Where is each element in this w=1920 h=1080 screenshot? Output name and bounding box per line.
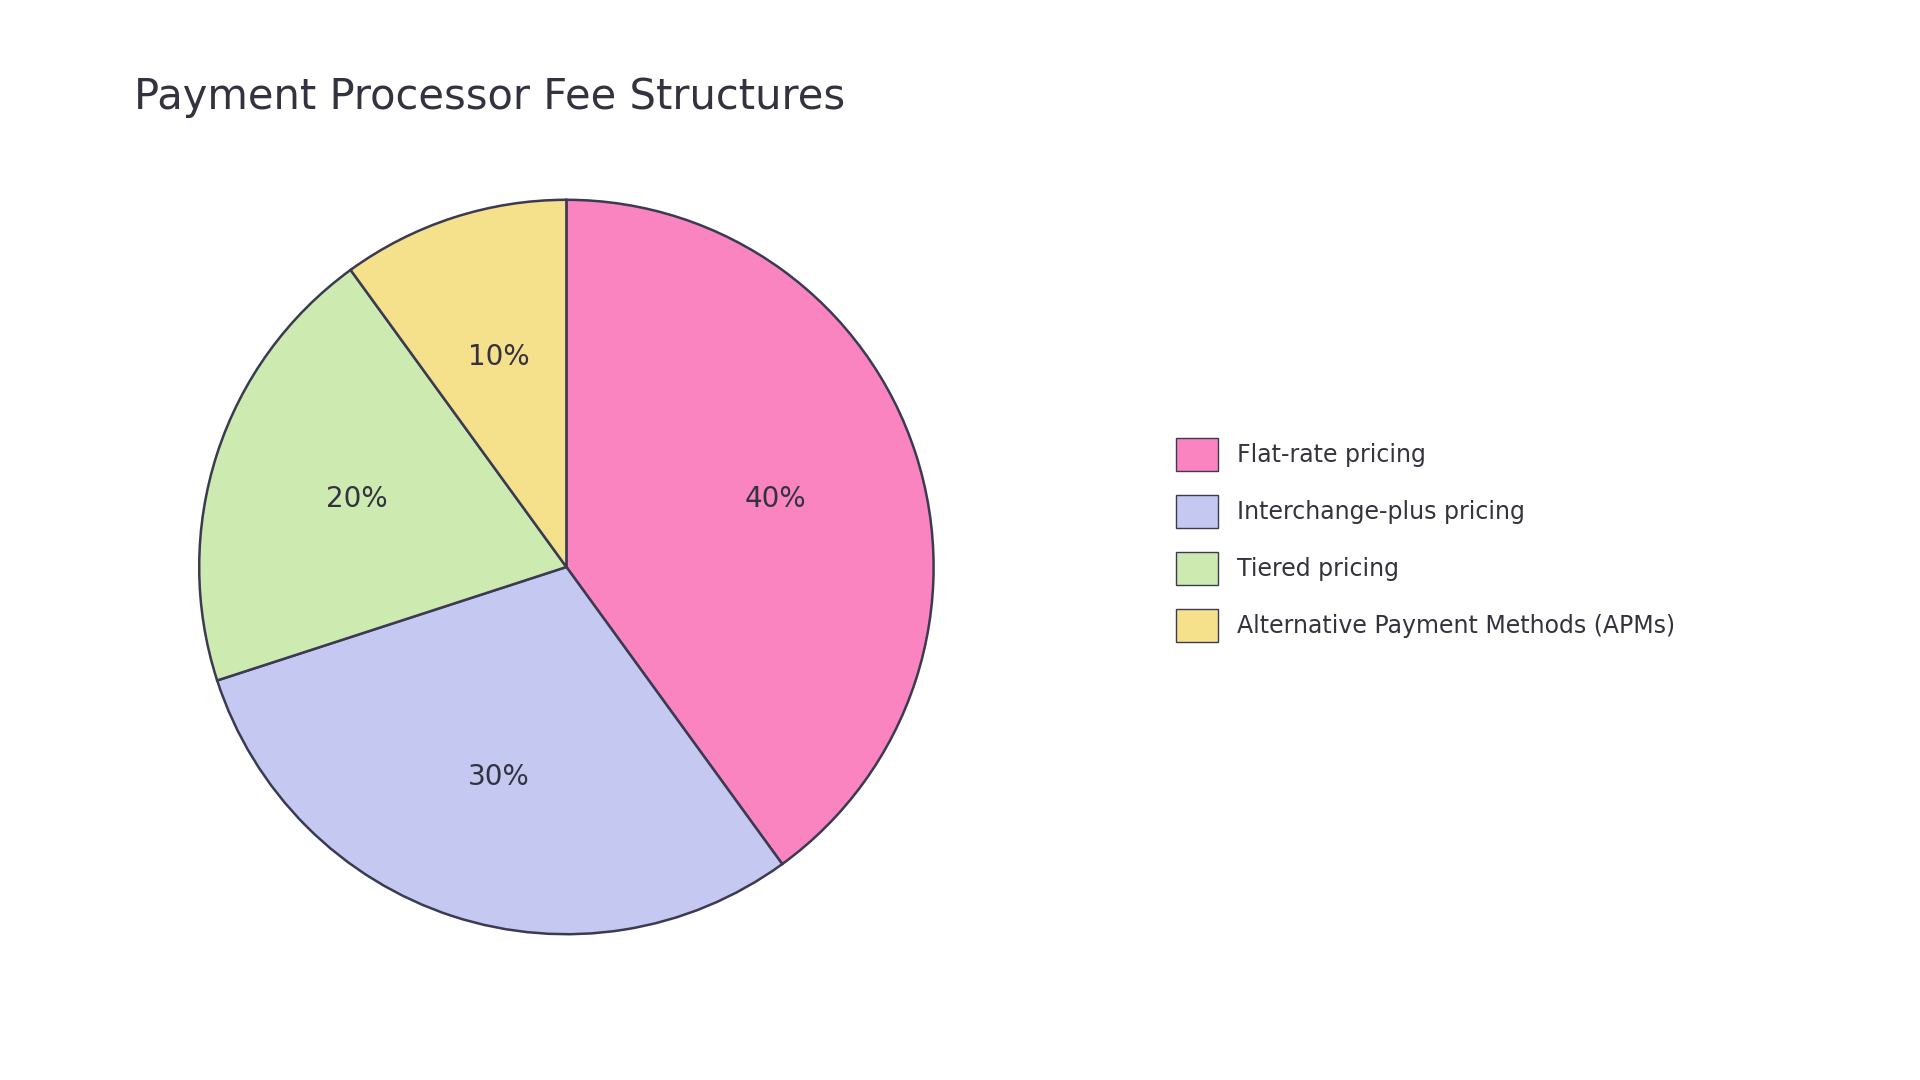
Text: 10%: 10% xyxy=(467,343,530,372)
Text: 20%: 20% xyxy=(326,485,388,513)
Text: 30%: 30% xyxy=(467,762,530,791)
Text: 40%: 40% xyxy=(745,485,806,513)
Wedge shape xyxy=(351,200,566,567)
Legend: Flat-rate pricing, Interchange-plus pricing, Tiered pricing, Alternative Payment: Flat-rate pricing, Interchange-plus pric… xyxy=(1164,426,1688,654)
Wedge shape xyxy=(566,200,933,864)
Wedge shape xyxy=(200,270,566,680)
Text: Payment Processor Fee Structures: Payment Processor Fee Structures xyxy=(134,76,845,118)
Wedge shape xyxy=(217,567,781,934)
